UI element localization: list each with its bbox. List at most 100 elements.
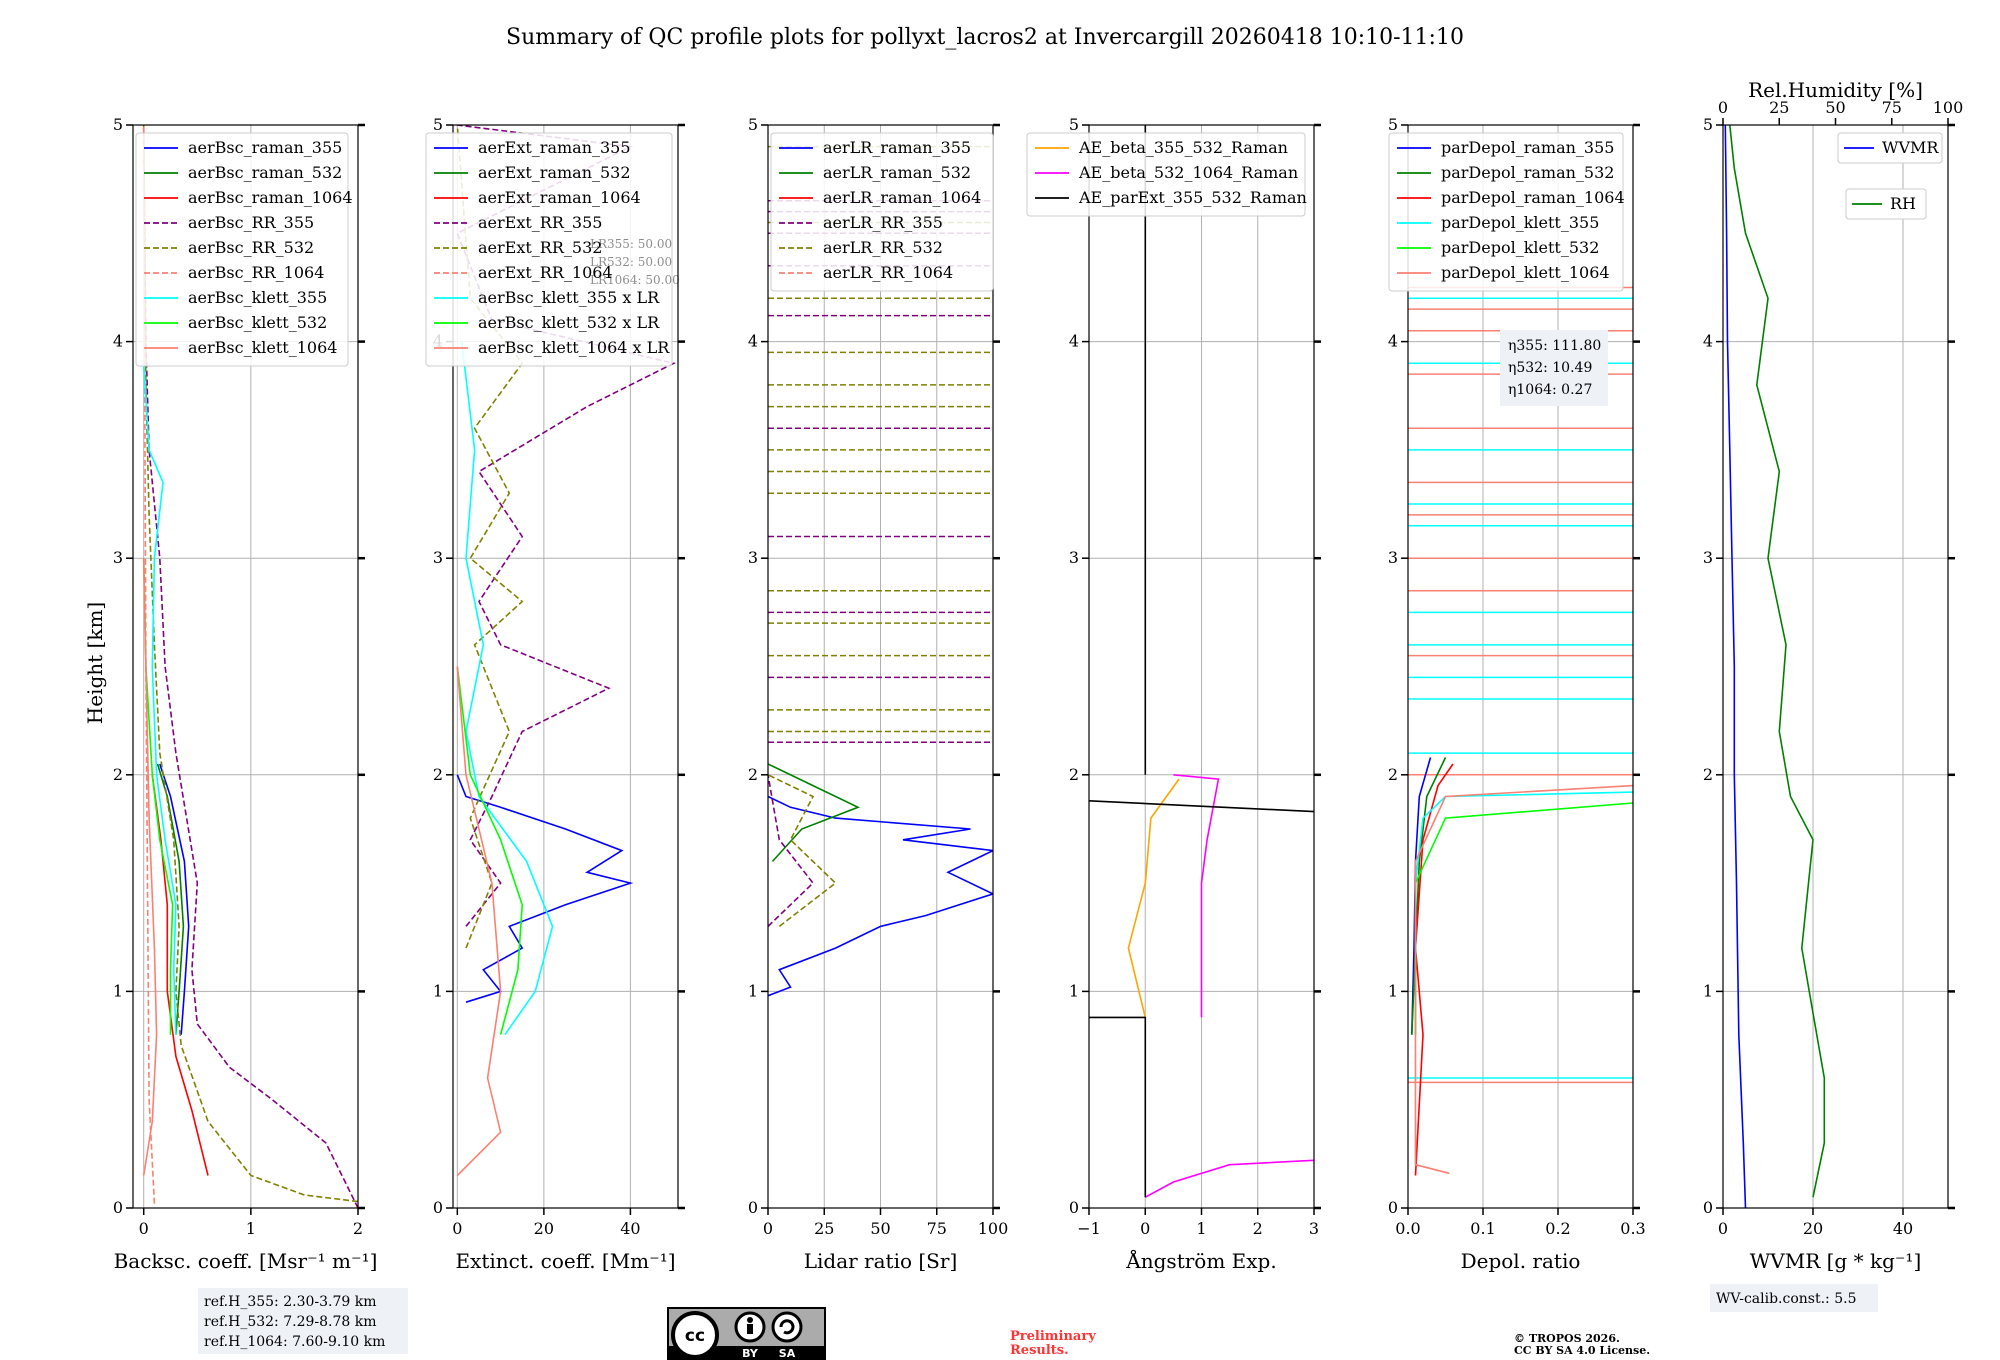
y-tick-label: 3 bbox=[748, 548, 758, 567]
legend: parDepol_raman_355 parDepol_raman_532 parD… bbox=[1388, 132, 1625, 292]
x-tick-label: 40 bbox=[1893, 1219, 1913, 1238]
series-line-AE_parExt_upper bbox=[1089, 800, 1314, 813]
y-tick-label: 2 bbox=[433, 765, 443, 784]
legend-label: WVMR bbox=[1882, 138, 1939, 157]
y-tick-label: 2 bbox=[748, 765, 758, 784]
lidar-ratio-annotation: LR355: 50.00 LR532: 50.00 LR1064: 50.00 bbox=[590, 237, 680, 287]
legend-label: aerBsc_RR_355 bbox=[188, 213, 314, 232]
y-tick-label: 2 bbox=[113, 765, 123, 784]
legend-label: aerBsc_klett_355 x LR bbox=[478, 288, 660, 307]
y-tick-label: 5 bbox=[1388, 115, 1398, 134]
top-tick-label: 25 bbox=[1769, 98, 1789, 117]
y-tick-label: 4 bbox=[1703, 332, 1713, 351]
wv-calib-box: WV-calib.const.: 5.5 bbox=[1710, 1284, 1878, 1312]
y-tick-label: 3 bbox=[1069, 548, 1079, 567]
series-line-aerBsc_klett_355 x LR bbox=[460, 341, 554, 1036]
series-line-aerBsc_raman_355 bbox=[159, 763, 190, 1035]
lr-532: LR532: 50.00 bbox=[590, 255, 672, 269]
legend-box bbox=[135, 132, 349, 367]
series-group bbox=[768, 763, 993, 997]
axes-frame bbox=[1407, 124, 1634, 1209]
x-tick-label: 0 bbox=[763, 1219, 773, 1238]
x-tick-label: 75 bbox=[927, 1219, 947, 1238]
svg-text:cc: cc bbox=[685, 1326, 705, 1346]
axes-frame bbox=[132, 124, 359, 1209]
legend-label: parDepol_raman_355 bbox=[1441, 138, 1614, 157]
x-tick-label: 2 bbox=[1253, 1219, 1263, 1238]
ref-height-355: ref.H_355: 2.30-3.79 km bbox=[204, 1294, 377, 1310]
sa-share-icon bbox=[771, 1311, 803, 1343]
legend-label: AE_beta_532_1064_Raman bbox=[1078, 163, 1298, 182]
series-line-aerBsc_klett_1064 x LR bbox=[456, 666, 502, 1177]
x-tick-label: 0 bbox=[1140, 1219, 1150, 1238]
legend-label: parDepol_raman_1064 bbox=[1441, 188, 1625, 207]
preliminary-line-2: Results. bbox=[1010, 1343, 1069, 1358]
x-tick-label: 0.1 bbox=[1470, 1219, 1495, 1238]
series-line-aerBsc_RR_1064 bbox=[142, 125, 156, 1204]
series-group bbox=[1411, 757, 1633, 1176]
svg-text:SA: SA bbox=[779, 1347, 796, 1360]
y-tick-label: 4 bbox=[1069, 332, 1079, 351]
x-tick-label: 25 bbox=[814, 1219, 834, 1238]
series-line-aerBsc_RR_355 bbox=[142, 125, 358, 1208]
legend-label: aerExt_RR_532 bbox=[478, 238, 602, 257]
y-tick-label: 1 bbox=[748, 981, 758, 1000]
legend-label: aerLR_raman_355 bbox=[823, 138, 971, 157]
x-axis-label: Backsc. coeff. [Msr⁻¹ m⁻¹] bbox=[114, 1249, 378, 1273]
series-line-aerLR_raman_355 bbox=[768, 795, 993, 997]
legend-label: AE_beta_355_532_Raman bbox=[1078, 138, 1288, 157]
y-tick-label: 3 bbox=[433, 548, 443, 567]
legend: aerExt_raman_355 aerExt_raman_532 aerExt_r… bbox=[425, 132, 673, 367]
x-tick-label: 50 bbox=[870, 1219, 890, 1238]
cc-icon bbox=[671, 1311, 719, 1359]
legend-box bbox=[1026, 132, 1306, 217]
y-tick-label: 0 bbox=[1388, 1198, 1398, 1217]
legend-label: parDepol_raman_532 bbox=[1441, 163, 1614, 182]
series-line-aerBsc_klett_355 bbox=[142, 363, 177, 1035]
panel-backscatter: 0 1 2 0 1 2 3 4 5 Backsc. coeff. [Msr⁻¹ m⁻¹] aerBs… bbox=[113, 115, 378, 1273]
series-group bbox=[142, 125, 358, 1208]
legend-label: aerLR_RR_355 bbox=[823, 213, 943, 232]
y-tick-label: 5 bbox=[748, 115, 758, 134]
legend-label: aerBsc_raman_355 bbox=[188, 138, 342, 157]
axes-frame bbox=[1088, 124, 1315, 1209]
x-axis-label: Ångström Exp. bbox=[1125, 1248, 1276, 1273]
legend-label: aerBsc_klett_1064 x LR bbox=[478, 338, 670, 357]
legend-label: parDepol_klett_532 bbox=[1441, 238, 1599, 257]
y-tick-label: 2 bbox=[1069, 765, 1079, 784]
axes-frame bbox=[1722, 124, 1949, 1209]
legend-label: parDepol_klett_355 bbox=[1441, 213, 1599, 232]
preliminary-line-1: Preliminary bbox=[1010, 1329, 1096, 1344]
x-tick-label: 0.2 bbox=[1545, 1219, 1570, 1238]
series-line-parDepol_raman_532 bbox=[1411, 757, 1447, 1035]
series-line-aerBsc_RR_532 bbox=[142, 125, 358, 1203]
legend-rh: RH bbox=[1845, 188, 1927, 220]
series-line-parDepol_raman_1064 bbox=[1414, 763, 1454, 1176]
axes-frame bbox=[452, 124, 679, 1209]
panel-lidar_ratio: 0 25 50 75 100 0 1 2 3 4 5 Lidar ratio [Sr] aerLR_ra… bbox=[748, 115, 1008, 1273]
y-tick-label: 4 bbox=[748, 332, 758, 351]
legend-label: aerBsc_klett_355 bbox=[188, 288, 327, 307]
y-tick-label: 4 bbox=[1388, 332, 1398, 351]
y-tick-label: 0 bbox=[748, 1198, 758, 1217]
ref-height-532: ref.H_532: 7.29-8.78 km bbox=[204, 1314, 377, 1330]
axes-frame bbox=[767, 124, 994, 1209]
eta-annotation: η355: 111.80 η532: 10.49 η1064: 0.27 bbox=[1500, 330, 1608, 406]
y-tick-label: 2 bbox=[1703, 765, 1713, 784]
y-tick-label: 0 bbox=[1703, 1198, 1713, 1217]
figure-title: Summary of QC profile plots for pollyxt_… bbox=[506, 25, 1464, 50]
x-axis-label: Extinct. coeff. [Mm⁻¹] bbox=[455, 1249, 675, 1273]
series-line-parDepol_klett_532 bbox=[1414, 802, 1633, 1035]
y-tick-label: 1 bbox=[1703, 981, 1713, 1000]
series-line-aerBsc_klett_532 x LR bbox=[456, 666, 524, 1035]
y-tick-label: 3 bbox=[1388, 548, 1398, 567]
series-line-aerLR_RR_355 bbox=[768, 774, 815, 927]
x-tick-label: 2 bbox=[353, 1219, 363, 1238]
series-line-RH bbox=[1729, 125, 1826, 1198]
top-tick-label: 75 bbox=[1882, 98, 1902, 117]
x-tick-label: 0 bbox=[452, 1219, 462, 1238]
series-line-parDepol_klett_1064 bbox=[1414, 784, 1633, 1175]
legend-box bbox=[425, 132, 673, 367]
legend-label: aerBsc_klett_1064 bbox=[188, 338, 337, 357]
top-tick-label: 50 bbox=[1825, 98, 1845, 117]
